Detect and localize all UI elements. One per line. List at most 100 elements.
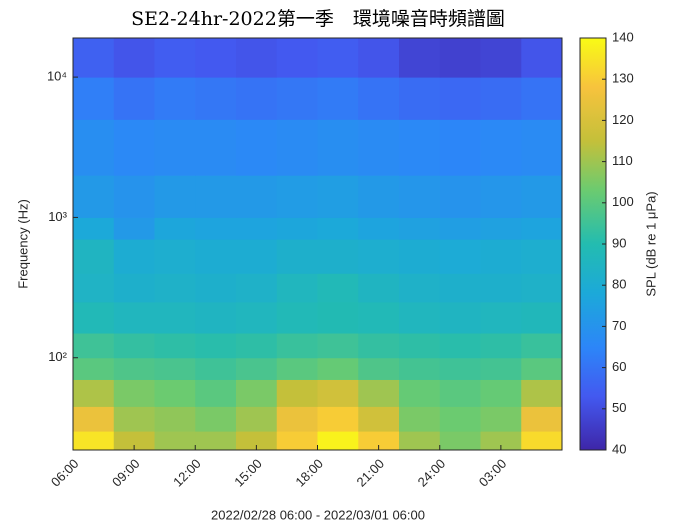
heatmap-cell bbox=[113, 406, 155, 432]
heatmap-cell bbox=[480, 333, 522, 359]
heatmap-cell bbox=[358, 119, 400, 176]
heatmap-cell bbox=[276, 38, 318, 78]
heatmap-cell bbox=[358, 273, 400, 303]
heatmap-cell bbox=[480, 175, 522, 218]
heatmap-cell bbox=[113, 333, 155, 359]
heatmap-cell bbox=[317, 379, 359, 407]
heatmap-cell bbox=[480, 379, 522, 407]
heatmap-cell bbox=[113, 239, 155, 274]
heatmap-cell bbox=[439, 357, 481, 380]
heatmap-cell bbox=[399, 406, 441, 432]
heatmap-cell bbox=[317, 119, 359, 176]
x-tick-label: 15:00 bbox=[231, 456, 265, 490]
heatmap-cell bbox=[480, 38, 522, 78]
colorbar-tick-label: 40 bbox=[612, 441, 626, 456]
heatmap-cell bbox=[73, 77, 115, 120]
heatmap-cell bbox=[480, 239, 522, 274]
y-tick-label: 10² bbox=[48, 349, 67, 364]
heatmap-cell bbox=[399, 301, 441, 334]
y-tick-label: 10³ bbox=[48, 209, 67, 224]
heatmap-cell bbox=[399, 239, 441, 274]
heatmap-cell bbox=[439, 77, 481, 120]
colorbar-tick-label: 60 bbox=[612, 359, 626, 374]
heatmap-cell bbox=[521, 406, 563, 432]
heatmap-cell bbox=[195, 119, 237, 176]
heatmap-cell bbox=[317, 357, 359, 380]
heatmap-cell bbox=[154, 77, 196, 120]
heatmap-cell bbox=[399, 175, 441, 218]
heatmap-cell bbox=[399, 273, 441, 303]
heatmap-cell bbox=[439, 38, 481, 78]
heatmap-cell bbox=[154, 333, 196, 359]
heatmap-cell bbox=[73, 379, 115, 407]
heatmap-cell bbox=[73, 119, 115, 176]
heatmap-cell bbox=[195, 273, 237, 303]
colorbar-tick-label: 80 bbox=[612, 277, 626, 292]
x-tick-label: 06:00 bbox=[48, 456, 82, 490]
heatmap-cell bbox=[358, 175, 400, 218]
heatmap-cell bbox=[358, 239, 400, 274]
heatmap-cell bbox=[73, 273, 115, 303]
y-tick-label: 10⁴ bbox=[47, 69, 67, 84]
x-tick-label: 12:00 bbox=[170, 456, 204, 490]
colorbar-tick-label: 140 bbox=[612, 29, 634, 44]
heatmap-cell bbox=[317, 273, 359, 303]
heatmap-cell bbox=[195, 38, 237, 78]
heatmap-cell bbox=[276, 119, 318, 176]
heatmap-cell bbox=[521, 333, 563, 359]
heatmap-cell bbox=[154, 431, 196, 451]
colorbar-label: SPL (dB re 1 μPa) bbox=[643, 191, 658, 296]
heatmap-cell bbox=[480, 217, 522, 240]
heatmap-cell bbox=[73, 217, 115, 240]
heatmap-cell bbox=[276, 175, 318, 218]
heatmap-cell bbox=[276, 273, 318, 303]
heatmap-cell bbox=[399, 38, 441, 78]
heatmap-cell bbox=[236, 273, 278, 303]
heatmap-cell bbox=[358, 379, 400, 407]
heatmap-cell bbox=[521, 175, 563, 218]
heatmap-cell bbox=[358, 357, 400, 380]
colorbar bbox=[579, 37, 607, 451]
heatmap-cell bbox=[195, 379, 237, 407]
heatmap-cell bbox=[399, 77, 441, 120]
heatmap-cell bbox=[317, 301, 359, 334]
heatmap-cell bbox=[439, 239, 481, 274]
heatmap-cell bbox=[399, 357, 441, 380]
heatmap-cell bbox=[317, 175, 359, 218]
heatmap-cell bbox=[113, 301, 155, 334]
heatmap-cell bbox=[317, 406, 359, 432]
heatmap-cell bbox=[399, 333, 441, 359]
heatmap-cell bbox=[73, 357, 115, 380]
heatmap-cell bbox=[195, 431, 237, 451]
heatmap-cell bbox=[73, 333, 115, 359]
heatmap-cell bbox=[480, 431, 522, 451]
heatmap-cell bbox=[439, 301, 481, 334]
heatmap-cell bbox=[113, 379, 155, 407]
heatmap-cell bbox=[480, 77, 522, 120]
heatmap-cell bbox=[236, 431, 278, 451]
heatmap-cell bbox=[480, 273, 522, 303]
x-axis-label: 2022/02/28 06:00 - 2022/03/01 06:00 bbox=[211, 507, 425, 522]
colorbar-tick-label: 110 bbox=[612, 153, 633, 168]
heatmap-cell bbox=[73, 175, 115, 218]
heatmap-cell bbox=[154, 406, 196, 432]
heatmap-cell bbox=[439, 379, 481, 407]
heatmap-cell bbox=[317, 239, 359, 274]
heatmap-cell bbox=[195, 301, 237, 334]
heatmap-cell bbox=[521, 379, 563, 407]
heatmap-cell bbox=[154, 357, 196, 380]
heatmap-cell bbox=[154, 38, 196, 78]
heatmap-cell bbox=[480, 301, 522, 334]
heatmap-cell bbox=[521, 273, 563, 303]
heatmap-cell bbox=[439, 273, 481, 303]
heatmap-cell bbox=[73, 431, 115, 451]
x-tick-label: 03:00 bbox=[476, 456, 510, 490]
heatmap-cell bbox=[358, 217, 400, 240]
heatmap-cell bbox=[195, 239, 237, 274]
heatmap-cell bbox=[439, 431, 481, 451]
heatmap-cell bbox=[276, 217, 318, 240]
x-tick-label: 24:00 bbox=[415, 456, 449, 490]
heatmap-cell bbox=[521, 217, 563, 240]
heatmap-cell bbox=[358, 77, 400, 120]
